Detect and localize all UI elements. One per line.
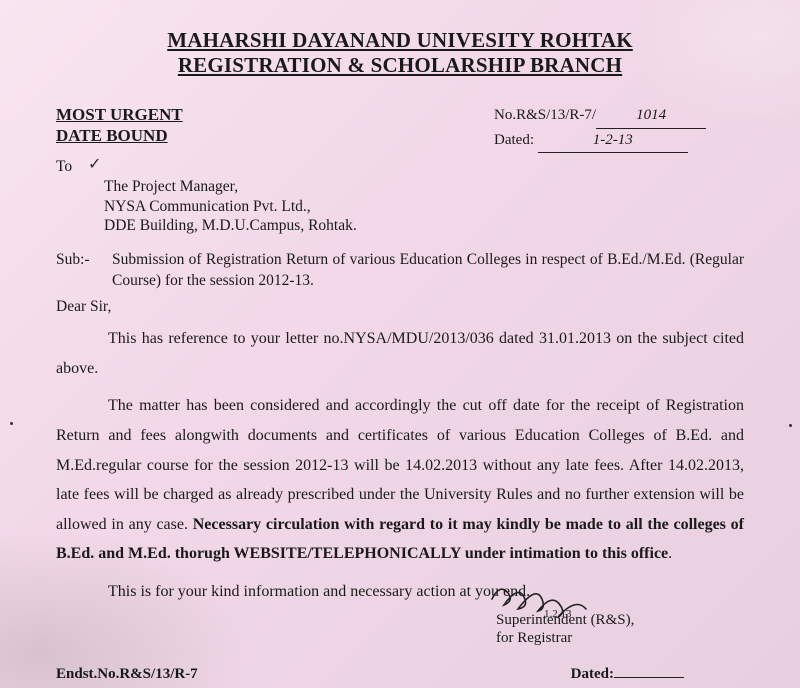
para2-part-c: . xyxy=(668,545,672,562)
dust-dot xyxy=(789,424,792,427)
para2-part-a: The matter has been considered and accor… xyxy=(56,397,744,532)
body-para-2: The matter has been considered and accor… xyxy=(56,391,744,569)
urgency-line-2: DATE BOUND xyxy=(56,125,183,146)
body-para-1: This has reference to your letter no.NYS… xyxy=(56,324,744,383)
signatory-for: for Registrar xyxy=(496,629,744,648)
endst-dated-blank xyxy=(614,677,684,678)
dust-dot xyxy=(10,422,13,425)
checkmark-icon: ✓ xyxy=(88,155,101,175)
document-page: MAHARSHI DAYANAND UNIVESITY ROHTAK REGIS… xyxy=(0,0,800,688)
signature-block: 1.2.13 Superintendent (R&S), for Registr… xyxy=(496,611,744,649)
org-name-line2: REGISTRATION & SCHOLARSHIP BRANCH xyxy=(56,53,744,78)
addr-line-1: The Project Manager, xyxy=(104,177,744,197)
urgency-line-1: MOST URGENT xyxy=(56,104,183,125)
urgency-block: MOST URGENT DATE BOUND xyxy=(56,104,183,153)
reference-block: No.R&S/13/R-7/1014 Dated: 1-2-13 xyxy=(494,104,744,153)
addr-line-2: NYSA Communication Pvt. Ltd., xyxy=(104,197,744,217)
ref-no-value: 1014 xyxy=(596,104,706,129)
address-block: To ✓ The Project Manager, NYSA Communica… xyxy=(56,157,744,236)
body-para-3: This is for your kind information and ne… xyxy=(56,577,744,607)
dated-value: 1-2-13 xyxy=(538,129,688,154)
salutation: Dear Sir, xyxy=(56,298,744,316)
endst-no: Endst.No.R&S/13/R-7 xyxy=(56,666,198,683)
endst-dated: Dated: xyxy=(571,666,684,683)
subject-text: Submission of Registration Return of var… xyxy=(112,250,744,292)
svg-text:1.2.13: 1.2.13 xyxy=(544,608,572,620)
subject-row: Sub:- Submission of Registration Return … xyxy=(56,250,744,292)
endst-dated-label: Dated: xyxy=(571,666,614,682)
dated-label: Dated: xyxy=(494,132,534,148)
meta-row: MOST URGENT DATE BOUND No.R&S/13/R-7/101… xyxy=(56,104,744,153)
signature-icon: 1.2.13 xyxy=(484,577,624,621)
letterhead: MAHARSHI DAYANAND UNIVESITY ROHTAK REGIS… xyxy=(56,28,744,78)
endorsement-row: Endst.No.R&S/13/R-7 Dated: xyxy=(56,666,744,683)
subject-label: Sub:- xyxy=(56,250,112,292)
org-name-line1: MAHARSHI DAYANAND UNIVESITY ROHTAK xyxy=(56,28,744,53)
ref-no-label: No.R&S/13/R-7/ xyxy=(494,107,596,123)
to-label: To xyxy=(56,157,744,177)
addr-line-3: DDE Building, M.D.U.Campus, Rohtak. xyxy=(104,216,744,236)
